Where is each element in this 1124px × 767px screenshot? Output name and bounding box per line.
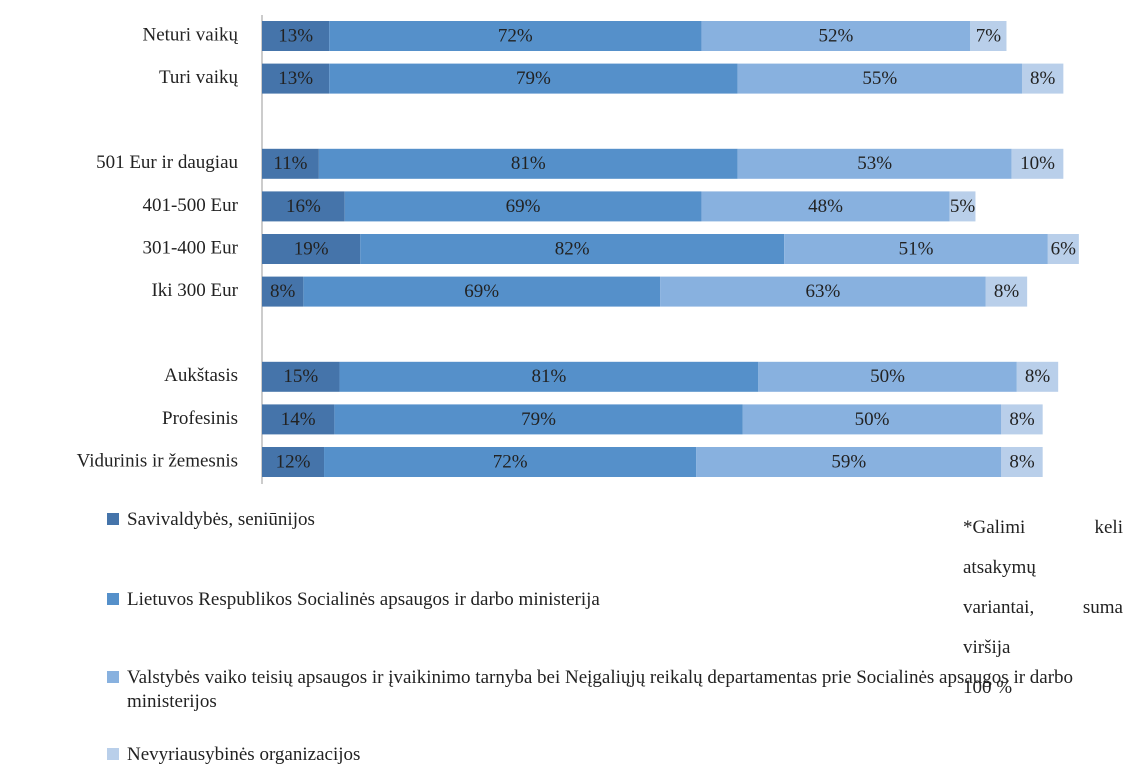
bar-segment — [1001, 404, 1043, 435]
bar-segment — [318, 148, 738, 179]
value-label: 81% — [511, 153, 546, 174]
value-label: 14% — [281, 409, 316, 430]
bar-segment — [324, 447, 697, 477]
category-label: Iki 300 Eur — [151, 280, 238, 301]
value-label: 81% — [532, 366, 567, 387]
category-label: Turi vaikų — [159, 67, 239, 88]
bar-segment — [1047, 234, 1079, 264]
bar-segment — [334, 404, 743, 435]
bar-segment — [329, 21, 702, 51]
bar-segment — [262, 234, 361, 264]
category-label: 501 Eur ir daugiau — [96, 152, 238, 173]
bar-segment — [329, 63, 738, 94]
value-label: 69% — [464, 281, 499, 302]
bar-segment — [701, 21, 971, 51]
value-label: 11% — [273, 153, 307, 174]
value-label: 59% — [831, 451, 866, 472]
bar-segment — [660, 276, 986, 307]
bar-segment — [303, 276, 661, 307]
bar-segment — [758, 361, 1017, 392]
value-label: 8% — [1009, 409, 1035, 430]
value-label: 48% — [808, 196, 843, 217]
value-label: 19% — [294, 238, 329, 259]
value-label: 63% — [806, 281, 841, 302]
legend-label: Nevyriausybinės organizacijos — [127, 744, 361, 765]
bar-segment — [262, 191, 345, 222]
value-label: 72% — [493, 451, 528, 472]
legend-label: Valstybės vaiko teisių apsaugos ir įvaik… — [127, 667, 1074, 712]
value-label: 79% — [516, 68, 551, 89]
legend-item: Valstybės vaiko teisių apsaugos ir įvaik… — [107, 666, 1107, 714]
legend-item: Savivaldybės, seniūnijos — [107, 508, 315, 532]
value-label: 55% — [862, 68, 897, 89]
bar-segment — [262, 361, 340, 392]
value-label: 13% — [278, 68, 313, 89]
bar-segment — [339, 361, 759, 392]
legend-swatch — [107, 513, 119, 525]
category-label: Aukštasis — [164, 365, 238, 386]
bar-segment — [262, 21, 330, 51]
bar-segment — [262, 276, 304, 307]
value-label: 51% — [899, 238, 934, 259]
bar-segment — [360, 234, 785, 264]
value-label: 52% — [818, 25, 853, 46]
value-label: 8% — [270, 281, 296, 302]
legend-swatch — [107, 671, 119, 683]
value-label: 5% — [950, 196, 976, 217]
value-label: 13% — [278, 25, 313, 46]
note-line: *Galimi keli atsakymų — [963, 517, 1123, 578]
category-label: Profesinis — [162, 408, 238, 429]
value-label: 72% — [498, 25, 533, 46]
value-label: 16% — [286, 196, 321, 217]
value-label: 12% — [276, 451, 311, 472]
bar-segment — [970, 21, 1007, 51]
value-label: 82% — [555, 238, 590, 259]
value-label: 8% — [1030, 68, 1056, 89]
bar-segment — [742, 404, 1002, 435]
value-label: 10% — [1020, 153, 1055, 174]
bar-segment — [1016, 361, 1059, 392]
value-label: 50% — [855, 409, 890, 430]
category-label: 401-500 Eur — [142, 195, 238, 216]
value-label: 53% — [857, 153, 892, 174]
value-label: 15% — [283, 366, 318, 387]
value-label: 8% — [994, 281, 1020, 302]
value-label: 6% — [1051, 238, 1077, 259]
value-label: 8% — [1025, 366, 1051, 387]
bar-segment — [701, 191, 950, 222]
legend-label: Lietuvos Respublikos Socialinės apsaugos… — [127, 589, 600, 610]
category-label: Vidurinis ir žemesnis — [77, 450, 238, 471]
bar-segment — [1001, 447, 1043, 477]
chart: Neturi vaikų 13% 72% 52% 7% Turi vaikų 13% 79% 5… — [77, 15, 1079, 484]
note-line: 100 % — [963, 677, 1013, 698]
bar-segment — [737, 148, 1012, 179]
category-label: 301-400 Eur — [142, 237, 238, 258]
legend-item: Lietuvos Respublikos Socialinės apsaugos… — [107, 588, 600, 612]
bar-segment — [344, 191, 702, 222]
value-label: 50% — [870, 366, 905, 387]
bar-segment — [737, 63, 1022, 94]
bar-segment — [985, 276, 1028, 307]
note-line: variantai, suma viršija — [963, 597, 1123, 658]
value-label: 7% — [976, 25, 1002, 46]
bar-segment — [262, 148, 319, 179]
bar-segment — [784, 234, 1048, 264]
bar-segment — [949, 191, 976, 222]
bar-segment — [262, 63, 330, 94]
bar-segment — [262, 404, 335, 435]
legend-swatch — [107, 748, 119, 760]
value-label: 69% — [506, 196, 541, 217]
legend-item: Nevyriausybinės organizacijos — [107, 743, 360, 767]
bar-segment — [262, 447, 325, 477]
value-label: 8% — [1009, 451, 1035, 472]
note: *Galimi keli atsakymų variantai, suma vir… — [963, 508, 1123, 708]
legend-label: Savivaldybės, seniūnijos — [127, 509, 315, 530]
bar-segment — [696, 447, 1002, 477]
bar-segment — [1011, 148, 1064, 179]
category-label: Neturi vaikų — [142, 24, 238, 45]
bar-segment — [1021, 63, 1064, 94]
value-label: 79% — [521, 409, 556, 430]
legend-swatch — [107, 593, 119, 605]
